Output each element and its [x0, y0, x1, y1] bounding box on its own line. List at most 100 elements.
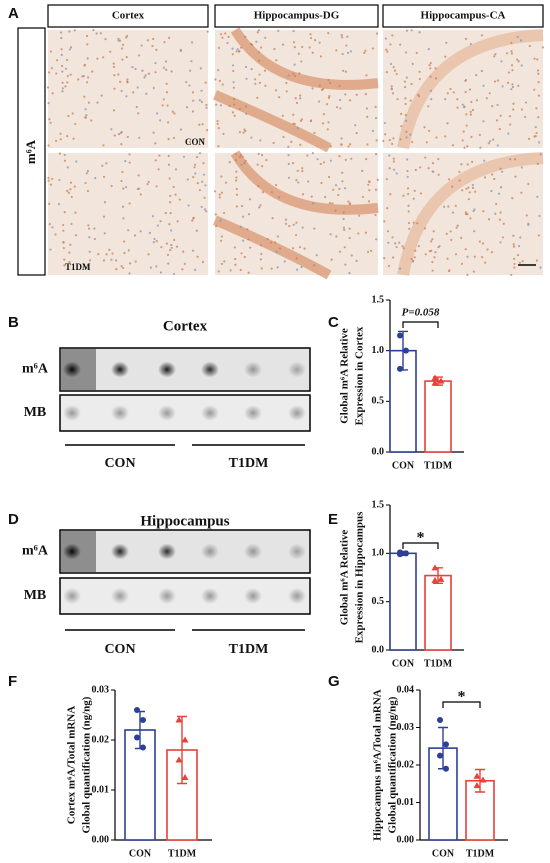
cell: [167, 262, 170, 265]
cell: [484, 261, 487, 264]
cell: [83, 95, 86, 98]
cell: [368, 180, 371, 183]
cell: [123, 240, 126, 243]
cell: [86, 170, 90, 173]
cell: [292, 30, 295, 33]
cell: [220, 262, 223, 266]
cell: [349, 50, 353, 53]
cell: [260, 153, 264, 157]
pyramidal-layer: [397, 152, 544, 277]
cell: [69, 46, 73, 49]
cell: [62, 241, 65, 244]
cell: [222, 211, 226, 215]
cell: [328, 94, 331, 98]
cell: [93, 237, 96, 241]
cell: [394, 242, 397, 245]
cell: [66, 74, 69, 78]
y-tick-label: 0.0: [372, 644, 385, 655]
cell: [364, 49, 367, 52]
blot-dot: [63, 588, 81, 604]
cell: [403, 86, 407, 89]
cell: [165, 91, 169, 94]
cell: [335, 106, 339, 109]
cell: [405, 29, 409, 32]
cell: [120, 89, 123, 93]
cell: [58, 152, 62, 155]
data-point: [437, 377, 445, 384]
cell: [258, 59, 261, 62]
cell: [85, 172, 88, 175]
cell: [164, 211, 167, 215]
cell: [147, 180, 150, 184]
cell: [63, 153, 66, 157]
cell: [430, 98, 433, 101]
data-point: [397, 365, 403, 372]
cell: [517, 244, 521, 248]
cell: [466, 273, 469, 276]
cell: [232, 81, 235, 84]
cell: [319, 162, 322, 166]
cell: [456, 98, 459, 101]
cell: [217, 145, 220, 148]
cell: [154, 159, 157, 162]
significance-bracket: [402, 321, 439, 328]
cell: [469, 113, 472, 116]
cell: [49, 50, 53, 53]
cell: [219, 104, 222, 107]
cell: [300, 266, 303, 269]
cell: [172, 185, 175, 189]
micrograph: [48, 153, 208, 275]
cell: [320, 181, 323, 185]
significance-bracket: [402, 542, 439, 549]
x-tick-label: T1DM: [466, 848, 495, 859]
cell: [233, 246, 236, 249]
cell: [124, 186, 128, 189]
data-point: [403, 550, 409, 557]
cell: [241, 155, 244, 158]
cell: [165, 68, 168, 71]
cell: [218, 196, 221, 199]
cell: [468, 88, 472, 91]
cell: [411, 260, 414, 263]
blot-row-label: MB: [24, 588, 47, 603]
cell: [487, 142, 490, 145]
cell: [395, 72, 398, 76]
cell: [430, 249, 433, 252]
cell: [87, 101, 90, 104]
cell: [198, 99, 201, 102]
blot-row-label: m⁶A: [22, 544, 49, 559]
cell: [435, 136, 438, 139]
cell: [368, 189, 371, 192]
cell: [480, 69, 483, 73]
cell: [87, 227, 91, 230]
cell: [270, 267, 273, 270]
blot-strip: [59, 394, 311, 432]
cell: [357, 232, 360, 235]
cell: [334, 209, 337, 212]
data-point: [437, 575, 445, 582]
cell: [537, 72, 540, 75]
cell: [48, 118, 51, 121]
cell: [122, 266, 125, 270]
cell: [162, 98, 165, 101]
cell: [328, 201, 331, 205]
cell: [431, 238, 434, 241]
y-axis-label: Global m⁶A Relative: [339, 328, 351, 424]
cell: [386, 230, 390, 233]
cell: [348, 202, 351, 206]
cell: [154, 71, 157, 74]
cell: [60, 48, 63, 51]
cell: [485, 97, 488, 100]
cell: [355, 93, 358, 96]
cell: [404, 102, 407, 106]
cell: [128, 272, 131, 275]
cell: [520, 191, 523, 194]
cell: [132, 91, 135, 94]
data-point: [443, 765, 449, 772]
cell: [343, 246, 346, 249]
significance-label: *: [417, 530, 425, 547]
cell: [105, 253, 108, 256]
cell: [47, 179, 50, 182]
cell: [498, 127, 501, 131]
panel-label: C: [328, 314, 339, 331]
